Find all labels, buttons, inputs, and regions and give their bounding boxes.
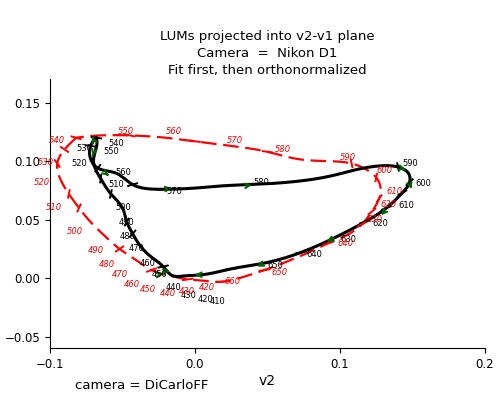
Text: 650: 650 xyxy=(268,261,283,270)
Text: 610: 610 xyxy=(398,201,414,210)
Text: 580: 580 xyxy=(253,178,269,187)
Text: 420: 420 xyxy=(199,283,216,292)
Text: 500: 500 xyxy=(116,204,131,213)
Text: camera = DiCarloFF: camera = DiCarloFF xyxy=(75,379,208,392)
Text: 620: 620 xyxy=(372,219,388,228)
Text: 540: 540 xyxy=(48,135,64,145)
Text: 520: 520 xyxy=(72,159,88,168)
Text: 620: 620 xyxy=(380,200,396,209)
Y-axis label: v1: v1 xyxy=(0,205,2,223)
Text: 450: 450 xyxy=(140,286,156,295)
Text: 510: 510 xyxy=(46,204,62,213)
X-axis label: v2: v2 xyxy=(259,374,276,388)
Text: 660: 660 xyxy=(224,277,240,286)
Text: 530: 530 xyxy=(76,144,92,153)
Title: LUMs projected into v2-v1 plane
Camera  =  Nikon D1
Fit first, then orthonormali: LUMs projected into v2-v1 plane Camera =… xyxy=(160,30,375,77)
Text: 550: 550 xyxy=(104,147,120,156)
Text: 630: 630 xyxy=(366,215,382,224)
Text: 630: 630 xyxy=(340,235,356,244)
Text: 640: 640 xyxy=(306,250,322,259)
Text: 580: 580 xyxy=(275,145,291,154)
Text: 570: 570 xyxy=(166,187,182,196)
Text: 520: 520 xyxy=(34,178,50,187)
Text: 540: 540 xyxy=(108,139,124,148)
Text: 470: 470 xyxy=(112,270,128,279)
Text: 560: 560 xyxy=(166,128,182,136)
Text: 440: 440 xyxy=(160,289,176,298)
Text: 450: 450 xyxy=(152,270,167,279)
Text: 490: 490 xyxy=(118,217,134,227)
Text: 440: 440 xyxy=(166,283,182,292)
Text: 650: 650 xyxy=(272,268,288,277)
Text: 480: 480 xyxy=(120,232,136,241)
Text: 560: 560 xyxy=(116,168,131,177)
Text: 640: 640 xyxy=(337,239,353,248)
Text: 480: 480 xyxy=(99,260,116,268)
Text: 410: 410 xyxy=(210,297,225,306)
Text: 470: 470 xyxy=(128,244,144,253)
Text: 530: 530 xyxy=(38,158,54,167)
Text: 590: 590 xyxy=(340,153,356,162)
Text: 610: 610 xyxy=(386,187,402,196)
Text: 510: 510 xyxy=(108,180,124,189)
Text: 420: 420 xyxy=(198,295,214,304)
Text: 460: 460 xyxy=(124,280,140,289)
Text: 460: 460 xyxy=(140,259,156,268)
Text: 570: 570 xyxy=(227,135,243,145)
Text: 430: 430 xyxy=(179,287,195,295)
Text: 500: 500 xyxy=(67,227,84,236)
Text: 600: 600 xyxy=(416,179,432,188)
Text: 550: 550 xyxy=(118,128,134,136)
Text: 490: 490 xyxy=(88,246,104,255)
Text: 600: 600 xyxy=(376,166,392,175)
Text: 590: 590 xyxy=(402,159,418,168)
Text: 430: 430 xyxy=(180,291,196,300)
